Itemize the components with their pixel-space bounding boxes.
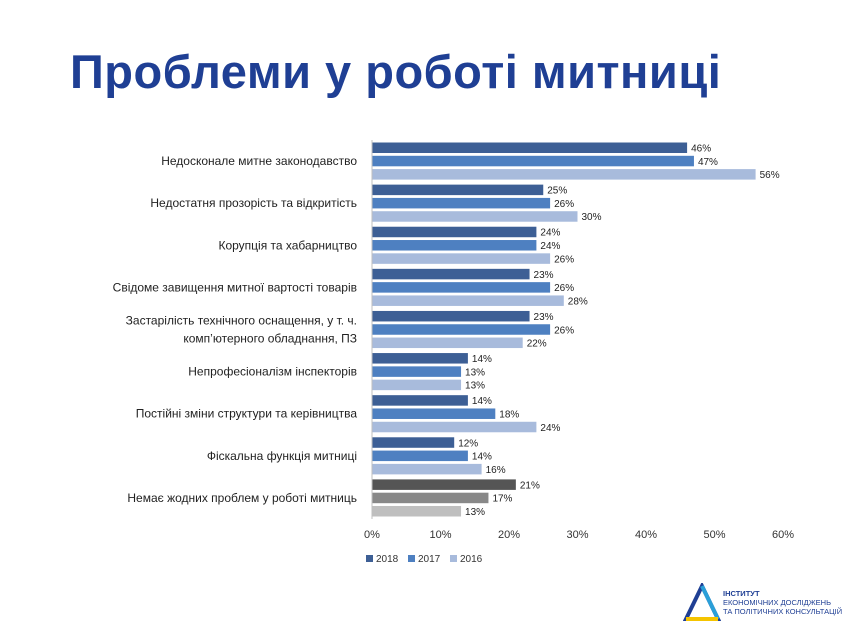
x-tick-label: 60% bbox=[772, 529, 794, 541]
value-label: 14% bbox=[472, 396, 492, 407]
legend-label: 2018 bbox=[376, 554, 399, 565]
x-tick-label: 40% bbox=[635, 529, 657, 541]
logo-line1: ІНСТИТУТ bbox=[723, 589, 760, 598]
value-label: 26% bbox=[554, 325, 574, 336]
bar-2018-3 bbox=[372, 268, 530, 280]
category-label: Недосконале митне законодавство bbox=[161, 154, 357, 168]
value-label: 14% bbox=[472, 452, 492, 463]
category-label: комп’ютерного обладнання, ПЗ bbox=[183, 332, 357, 346]
bar-2017-6 bbox=[372, 408, 496, 419]
bar-2017-0 bbox=[372, 155, 694, 167]
bar-2017-4 bbox=[372, 324, 551, 335]
value-label: 30% bbox=[582, 212, 602, 223]
value-label: 28% bbox=[568, 296, 588, 307]
page-title: Проблеми у роботі митниці bbox=[70, 45, 722, 98]
category-label: Корупція та хабарництво bbox=[218, 238, 357, 252]
value-label: 24% bbox=[540, 228, 560, 239]
value-label: 12% bbox=[458, 438, 478, 449]
value-label: 22% bbox=[527, 339, 547, 350]
bar-2018-0 bbox=[372, 142, 688, 154]
value-label: 46% bbox=[691, 144, 711, 155]
value-label: 24% bbox=[540, 241, 560, 252]
logo-line3: ТА ПОЛІТИЧНИХ КОНСУЛЬТАЦІЙ bbox=[723, 607, 843, 616]
x-tick-label: 30% bbox=[566, 529, 588, 541]
category-label: Фіскальна функція митниці bbox=[207, 449, 357, 463]
category-label: Непрофесіоналізм інспекторів bbox=[188, 365, 357, 379]
legend-swatch-2017 bbox=[408, 555, 415, 562]
value-label: 13% bbox=[465, 381, 485, 392]
legend: 2018 2017 2016 bbox=[366, 554, 483, 565]
value-label: 18% bbox=[499, 409, 519, 420]
logo-line2: ЕКОНОМІЧНИХ ДОСЛІДЖЕНЬ bbox=[723, 598, 832, 607]
bar-2017-8 bbox=[372, 492, 489, 504]
bar-2016-3 bbox=[372, 295, 564, 306]
category-labels-layer: Недосконале митне законодавство Недостатн… bbox=[113, 154, 358, 505]
bar-2017-1 bbox=[372, 197, 551, 209]
category-label: Немає жодних проблем у роботі митниць bbox=[127, 491, 357, 505]
legend-label: 2017 bbox=[418, 554, 441, 565]
bar-2018-6 bbox=[372, 395, 468, 406]
bar-2016-8 bbox=[372, 505, 462, 517]
bar-2016-2 bbox=[372, 253, 551, 264]
bar-2018-5 bbox=[372, 353, 468, 364]
value-label: 47% bbox=[698, 157, 718, 168]
bar-2018-8 bbox=[372, 479, 516, 490]
value-label: 23% bbox=[534, 270, 554, 281]
value-label: 14% bbox=[472, 354, 492, 365]
bar-2016-0 bbox=[372, 169, 756, 180]
x-tick-label: 20% bbox=[498, 529, 520, 541]
bar-2018-1 bbox=[372, 184, 544, 196]
category-label: Недостатня прозорість та відкритість bbox=[150, 196, 357, 210]
institute-logo: ІНСТИТУТ ЕКОНОМІЧНИХ ДОСЛІДЖЕНЬ ТА ПОЛІТ… bbox=[683, 581, 842, 626]
value-label: 26% bbox=[554, 283, 574, 294]
legend-label: 2016 bbox=[460, 554, 483, 565]
bar-2016-7 bbox=[372, 463, 482, 475]
bar-2016-4 bbox=[372, 337, 523, 349]
value-label: 24% bbox=[540, 423, 560, 434]
category-label: Постійні зміни структури та керівництва bbox=[136, 407, 358, 421]
value-label: 16% bbox=[486, 465, 506, 476]
legend-swatch-2018 bbox=[366, 555, 373, 562]
value-label: 56% bbox=[760, 170, 780, 181]
bar-2016-5 bbox=[372, 379, 462, 391]
bar-2016-6 bbox=[372, 421, 537, 433]
legend-swatch-2016 bbox=[450, 555, 457, 562]
value-label: 13% bbox=[465, 367, 485, 378]
category-label: Застарілість технічного оснащення, у т. … bbox=[126, 314, 357, 328]
value-label: 23% bbox=[534, 312, 554, 323]
bar-2017-3 bbox=[372, 282, 551, 293]
bar-2018-7 bbox=[372, 437, 455, 448]
value-label: 17% bbox=[492, 494, 512, 505]
value-label: 21% bbox=[520, 480, 540, 491]
value-labels-layer: 46%47%56%25%26%30%24%24%26%23%26%28%23%2… bbox=[458, 144, 780, 518]
bars-layer bbox=[372, 142, 756, 517]
x-axis: 0% 10% 20% 30% 40% 50% 60% bbox=[364, 140, 794, 541]
bar-2017-2 bbox=[372, 240, 537, 251]
bar-2018-4 bbox=[372, 310, 530, 322]
value-label: 13% bbox=[465, 507, 485, 518]
value-label: 26% bbox=[554, 199, 574, 210]
bar-2017-7 bbox=[372, 450, 468, 462]
x-tick-label: 0% bbox=[364, 529, 380, 541]
value-label: 26% bbox=[554, 254, 574, 265]
value-label: 25% bbox=[547, 186, 567, 197]
x-tick-label: 50% bbox=[703, 529, 725, 541]
triangle-logo-icon bbox=[683, 583, 721, 621]
bar-2018-2 bbox=[372, 226, 537, 238]
x-tick-label: 10% bbox=[429, 529, 451, 541]
bar-2017-5 bbox=[372, 366, 462, 377]
bar-2016-1 bbox=[372, 211, 578, 222]
category-label: Свідоме завищення митної вартості товарі… bbox=[113, 280, 357, 294]
